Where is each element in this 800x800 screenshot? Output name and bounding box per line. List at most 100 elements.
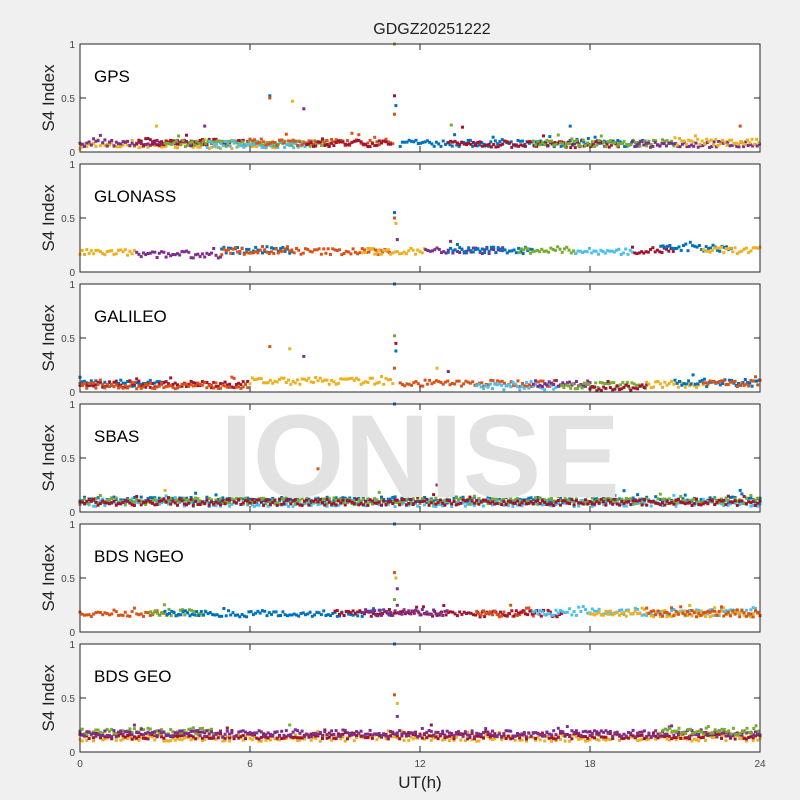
data-point — [529, 500, 533, 504]
data-point — [278, 138, 281, 142]
data-point — [349, 252, 353, 256]
data-point — [232, 498, 236, 502]
data-point — [336, 732, 340, 736]
data-point — [126, 499, 130, 503]
data-point — [327, 144, 331, 148]
data-point — [674, 609, 678, 613]
data-point — [148, 251, 152, 255]
data-point — [114, 732, 118, 735]
data-point — [253, 143, 257, 147]
data-point — [412, 140, 416, 144]
data-point — [239, 729, 243, 733]
data-point — [432, 733, 436, 737]
data-point — [475, 499, 479, 502]
data-point — [210, 146, 213, 149]
x-tick-label: 24 — [754, 759, 766, 770]
data-point — [198, 145, 202, 149]
data-point — [451, 140, 455, 144]
data-point — [339, 498, 343, 501]
data-point — [166, 252, 170, 256]
data-point — [625, 380, 629, 384]
data-point — [496, 248, 500, 252]
data-point — [298, 731, 302, 735]
data-point — [483, 615, 487, 619]
data-point — [292, 612, 296, 616]
data-point — [738, 737, 742, 741]
data-point — [427, 612, 431, 616]
data-point — [738, 610, 742, 614]
data-point — [315, 610, 319, 614]
data-point — [250, 500, 254, 504]
data-point — [603, 382, 607, 386]
data-point — [169, 139, 173, 142]
data-point — [110, 383, 114, 386]
data-point — [257, 498, 261, 502]
data-point — [263, 248, 267, 252]
data-point — [207, 732, 211, 736]
data-point — [538, 738, 542, 742]
data-point — [622, 613, 626, 617]
data-point — [581, 500, 585, 504]
data-point — [153, 609, 157, 613]
data-point — [478, 615, 482, 619]
data-point — [636, 493, 640, 497]
data-point — [487, 383, 491, 387]
data-point — [477, 382, 481, 386]
data-point — [179, 143, 183, 146]
data-point — [271, 498, 275, 502]
data-point — [347, 612, 351, 616]
data-point — [636, 499, 640, 503]
data-point — [162, 380, 166, 384]
data-point — [194, 496, 198, 500]
data-point — [103, 138, 107, 142]
data-point — [581, 138, 585, 142]
data-point — [83, 253, 86, 256]
y-tick-label: 0 — [69, 388, 75, 399]
data-point — [130, 141, 134, 145]
data-point — [221, 383, 225, 387]
data-point — [640, 383, 644, 387]
data-point — [389, 252, 392, 256]
data-point — [482, 609, 485, 613]
data-point — [744, 140, 748, 144]
data-point — [290, 143, 294, 147]
data-point — [431, 614, 434, 618]
data-point — [391, 613, 395, 617]
data-point — [525, 499, 528, 503]
data-point — [185, 140, 188, 143]
data-point — [92, 739, 96, 743]
data-point — [155, 503, 159, 507]
data-point — [717, 246, 721, 250]
data-point — [255, 377, 259, 381]
data-point — [587, 246, 591, 250]
data-point — [665, 499, 669, 503]
data-point — [190, 608, 194, 612]
data-point — [577, 734, 581, 738]
data-point — [748, 141, 752, 145]
data-point — [584, 502, 587, 506]
data-point — [144, 610, 148, 614]
data-point — [563, 501, 567, 505]
data-point — [658, 503, 662, 507]
data-point — [259, 377, 263, 381]
data-point — [751, 733, 755, 737]
data-point — [549, 246, 553, 250]
data-point — [246, 499, 250, 503]
data-point — [618, 733, 621, 737]
data-point — [368, 733, 372, 737]
data-point — [586, 499, 590, 503]
data-point — [180, 250, 184, 254]
data-point — [486, 730, 490, 734]
data-point — [135, 250, 139, 254]
data-point — [414, 733, 417, 737]
data-point — [157, 496, 161, 500]
data-point — [223, 142, 227, 146]
data-point — [278, 140, 282, 144]
data-point — [690, 609, 694, 612]
data-point — [720, 736, 723, 740]
data-point — [83, 495, 86, 499]
data-point — [92, 142, 96, 145]
data-point — [611, 613, 615, 617]
data-point — [404, 732, 408, 736]
data-point — [212, 736, 216, 740]
